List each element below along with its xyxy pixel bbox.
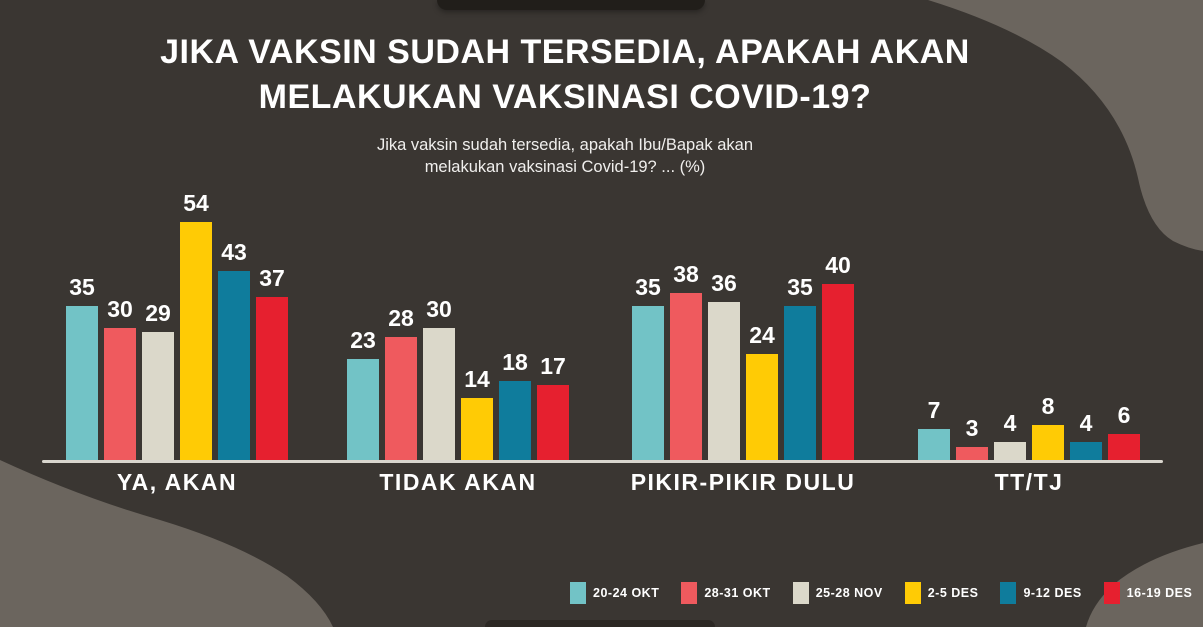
chart-title-line-1: JIKA VAKSIN SUDAH TERSEDIA, APAKAH AKAN bbox=[160, 33, 970, 71]
bar: 23 bbox=[347, 327, 379, 460]
bar-value-label: 29 bbox=[145, 300, 171, 326]
bar: 35 bbox=[784, 274, 816, 460]
chart-header: JIKA VAKSIN SUDAH TERSEDIA, APAKAH AKAN … bbox=[65, 30, 1065, 178]
top-notch-tab bbox=[437, 0, 705, 10]
bar: 14 bbox=[461, 366, 493, 460]
chart-legend: 20-24 OKT 28-31 OKT 25-28 NOV 2-5 DES 9-12 D… bbox=[570, 582, 1192, 604]
bar: 4 bbox=[1070, 410, 1102, 460]
chart-subtitle-line-2: melakukan vaksinasi Covid-19? ... (%) bbox=[424, 158, 706, 177]
bar: 28 bbox=[385, 305, 417, 460]
bar: 38 bbox=[670, 261, 702, 460]
bar: 8 bbox=[1032, 393, 1064, 460]
bar-value-label: 35 bbox=[787, 274, 813, 300]
bar-value-label: 4 bbox=[1079, 410, 1093, 436]
bar: 7 bbox=[918, 397, 950, 460]
bar-value-label: 18 bbox=[502, 349, 528, 375]
bottom-notch-tab bbox=[485, 620, 715, 627]
bar-value-label: 54 bbox=[183, 190, 209, 216]
bar-value-label: 40 bbox=[825, 252, 851, 278]
legend-label: 2-5 DES bbox=[927, 586, 979, 600]
legend-item: 20-24 OKT bbox=[570, 582, 659, 604]
bar-value-label: 35 bbox=[635, 274, 661, 300]
legend-item: 25-28 NOV bbox=[792, 582, 883, 604]
bar: 30 bbox=[423, 296, 455, 460]
bar: 30 bbox=[104, 296, 136, 460]
legend-label: 28-31 OKT bbox=[704, 586, 771, 600]
bar: 29 bbox=[142, 300, 174, 460]
bar: 3 bbox=[956, 415, 988, 460]
chart-subtitle: Jika vaksin sudah tersedia, apakah Ibu/B… bbox=[65, 134, 1065, 179]
legend-label: 9-12 DES bbox=[1023, 586, 1082, 600]
legend-swatch bbox=[792, 582, 809, 604]
bar-value-label: 6 bbox=[1117, 402, 1131, 428]
bar-group: 35 30 29 54 43 37 bbox=[66, 190, 288, 460]
legend-swatch bbox=[904, 582, 921, 604]
blob-top-right bbox=[928, 0, 1203, 251]
bar: 35 bbox=[632, 274, 664, 460]
bar-value-label: 35 bbox=[69, 274, 95, 300]
category-label: TIDAK AKAN bbox=[379, 469, 537, 495]
chart-subtitle-line-1: Jika vaksin sudah tersedia, apakah Ibu/B… bbox=[376, 135, 754, 154]
chart-title-line-2: MELAKUKAN VAKSINASI COVID-19? bbox=[258, 77, 872, 116]
bar-value-label: 17 bbox=[540, 353, 566, 379]
bar-value-label: 28 bbox=[388, 305, 414, 331]
bar: 54 bbox=[180, 190, 212, 460]
bar-value-label: 37 bbox=[259, 265, 285, 291]
x-axis-baseline bbox=[42, 460, 1163, 463]
legend-label: 16-19 DES bbox=[1126, 586, 1193, 600]
bar-value-label: 14 bbox=[464, 366, 490, 392]
bar: 40 bbox=[822, 252, 854, 460]
category-label: TT/TJ bbox=[994, 469, 1064, 495]
legend-label: 20-24 OKT bbox=[593, 586, 660, 600]
bar-value-label: 24 bbox=[749, 322, 775, 348]
legend-label: 25-28 NOV bbox=[815, 586, 883, 600]
category-label: YA, AKAN bbox=[116, 469, 238, 495]
legend-item: 28-31 OKT bbox=[681, 582, 770, 604]
blob-bottom-left bbox=[0, 460, 333, 627]
blob-bottom-right bbox=[1086, 543, 1203, 627]
bar-value-label: 7 bbox=[927, 397, 941, 423]
bar-group: 35 38 36 24 35 40 bbox=[632, 210, 854, 460]
category-label: PIKIR-PIKIR DULU bbox=[630, 469, 856, 495]
bar: 43 bbox=[218, 239, 250, 460]
bar-value-label: 4 bbox=[1003, 410, 1017, 436]
bar-value-label: 23 bbox=[350, 327, 376, 353]
legend-swatch bbox=[1000, 582, 1017, 604]
bar-group: 23 28 30 14 18 17 bbox=[347, 210, 569, 460]
legend-swatch bbox=[681, 582, 698, 604]
bar: 18 bbox=[499, 349, 531, 460]
bar: 17 bbox=[537, 353, 569, 460]
bar: 36 bbox=[708, 270, 740, 460]
bar: 4 bbox=[994, 410, 1026, 460]
legend-item: 16-19 DES bbox=[1103, 582, 1193, 604]
bar: 6 bbox=[1108, 402, 1140, 460]
legend-item: 2-5 DES bbox=[904, 582, 979, 604]
bar: 24 bbox=[746, 322, 778, 460]
bar-value-label: 3 bbox=[965, 415, 979, 441]
legend-swatch bbox=[570, 582, 586, 604]
bar-value-label: 30 bbox=[426, 296, 452, 322]
bar: 35 bbox=[66, 274, 98, 460]
bar: 37 bbox=[256, 265, 288, 460]
bar-value-label: 8 bbox=[1041, 393, 1055, 419]
legend-item: 9-12 DES bbox=[1000, 582, 1081, 604]
bar-value-label: 38 bbox=[673, 261, 699, 287]
legend-swatch bbox=[1103, 582, 1120, 604]
bar-value-label: 43 bbox=[221, 239, 247, 265]
bar-value-label: 36 bbox=[711, 270, 737, 296]
bar-value-label: 30 bbox=[107, 296, 133, 322]
